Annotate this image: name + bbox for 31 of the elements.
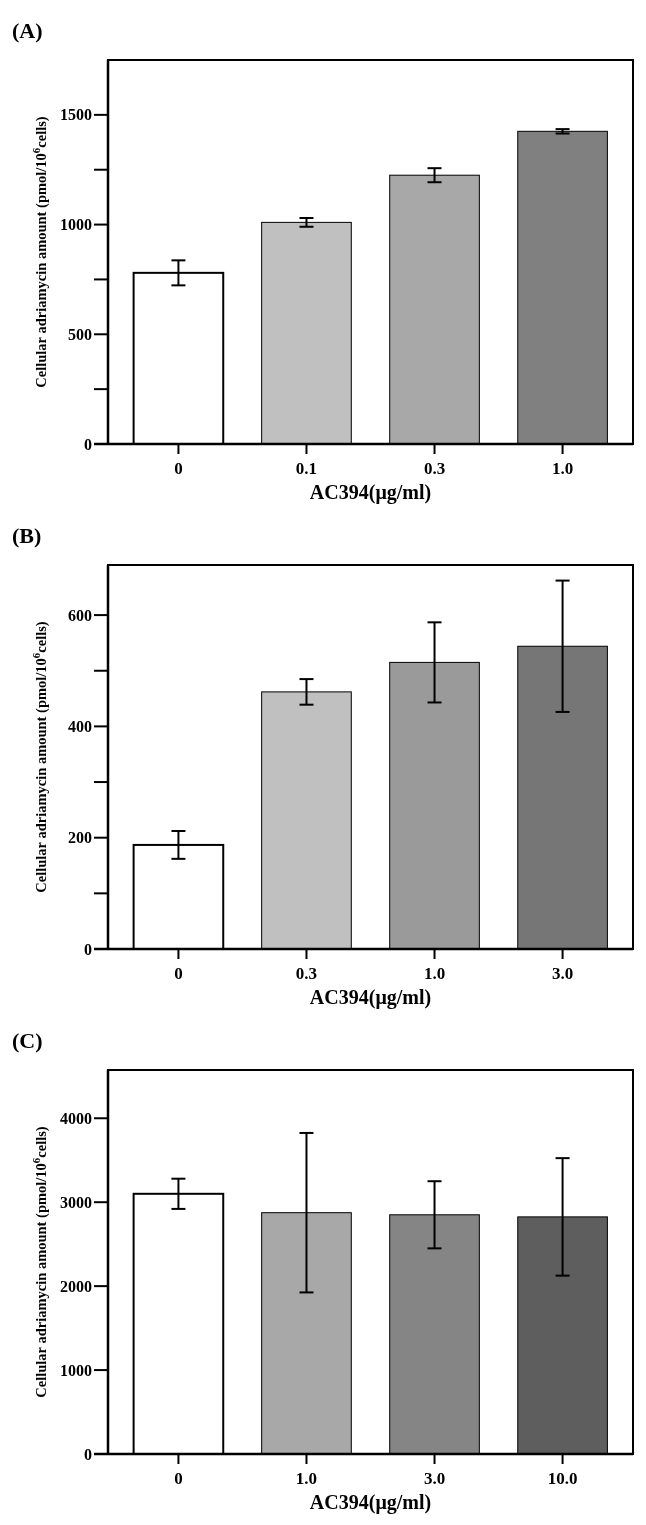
x-tick-label: 1.0: [551, 459, 574, 478]
chart-title: (B): [12, 523, 42, 548]
x-tick-label: 10.0: [547, 1469, 578, 1488]
y-tick-label: 1000: [60, 216, 92, 234]
y-tick-label: 4000: [60, 1109, 92, 1127]
y-tick-label: 3000: [60, 1193, 92, 1211]
x-tick-label: 0: [174, 1469, 183, 1488]
x-tick-label: 1.0: [295, 1469, 318, 1488]
x-axis-title: AC394(μg/ml): [309, 986, 432, 1009]
y-tick-label: 200: [68, 829, 92, 847]
x-tick-label: 3.0: [551, 964, 574, 983]
x-tick-label: 0: [174, 964, 183, 983]
x-axis-title: AC394(μg/ml): [309, 481, 432, 504]
x-tick-label: 3.0: [423, 1469, 446, 1488]
x-tick-label: 0.1: [295, 459, 318, 478]
x-axis-title: AC394(μg/ml): [309, 1491, 432, 1514]
x-tick-label: 0: [174, 459, 183, 478]
y-tick-label: 0: [84, 1445, 92, 1463]
y-tick-label: 400: [68, 717, 92, 735]
x-tick-label: 0.3: [423, 459, 446, 478]
y-tick-label: 0: [84, 435, 92, 453]
chart-title: (C): [12, 1028, 43, 1053]
y-tick-label: 1500: [60, 106, 92, 124]
x-tick-label: 1.0: [423, 964, 446, 983]
y-tick-label: 0: [84, 940, 92, 958]
y-tick-label: 500: [68, 325, 92, 343]
chart-title: (A): [12, 18, 43, 43]
y-tick-label: 2000: [60, 1277, 92, 1295]
y-tick-label: 600: [68, 606, 92, 624]
y-tick-label: 1000: [60, 1361, 92, 1379]
x-tick-label: 0.3: [295, 964, 318, 983]
